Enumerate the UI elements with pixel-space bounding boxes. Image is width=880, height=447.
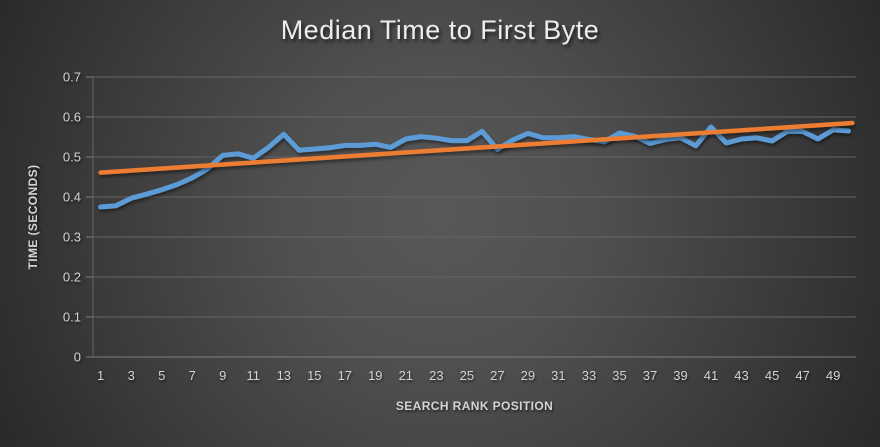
chart-title: Median Time to First Byte	[280, 15, 600, 45]
y-tick-label: 0.1	[63, 310, 81, 325]
y-tick-label: 0.5	[63, 150, 81, 165]
y-tick-label: 0.3	[63, 230, 81, 245]
y-tick-label: 0	[74, 350, 81, 365]
x-tick-label: 29	[521, 368, 535, 383]
x-tick-label: 49	[826, 368, 840, 383]
x-tick-label: 17	[338, 368, 352, 383]
x-tick-label: 11	[246, 368, 260, 383]
x-tick-label: 25	[460, 368, 474, 383]
x-tick-label: 35	[612, 368, 626, 383]
x-tick-label: 9	[219, 368, 226, 383]
x-tick-label: 15	[307, 368, 321, 383]
y-tick-label: 0.4	[63, 190, 81, 205]
x-tick-label: 45	[765, 368, 779, 383]
x-tick-label: 13	[277, 368, 291, 383]
x-tick-label: 5	[158, 368, 165, 383]
x-tick-label: 43	[734, 368, 748, 383]
x-tick-label: 19	[368, 368, 382, 383]
series-line	[98, 124, 851, 210]
x-tick-label: 47	[795, 368, 809, 383]
x-axis-title: SEARCH RANK POSITION	[395, 399, 554, 413]
x-tick-label: 39	[673, 368, 687, 383]
y-tick-label: 0.6	[63, 110, 81, 125]
trendline	[98, 120, 855, 175]
x-tick-label: 37	[643, 368, 657, 383]
x-tick-label: 31	[551, 368, 565, 383]
x-tick-label: 1	[97, 368, 104, 383]
x-tick-label: 21	[399, 368, 413, 383]
y-tick-label: 0.2	[63, 270, 81, 285]
x-tick-label: 23	[429, 368, 443, 383]
x-tick-label: 41	[704, 368, 718, 383]
x-tick-label: 7	[189, 368, 196, 383]
y-tick-label: 0.7	[63, 70, 81, 85]
x-tick-label: 3	[128, 368, 135, 383]
x-tick-label: 27	[490, 368, 504, 383]
x-tick-label: 33	[582, 368, 596, 383]
